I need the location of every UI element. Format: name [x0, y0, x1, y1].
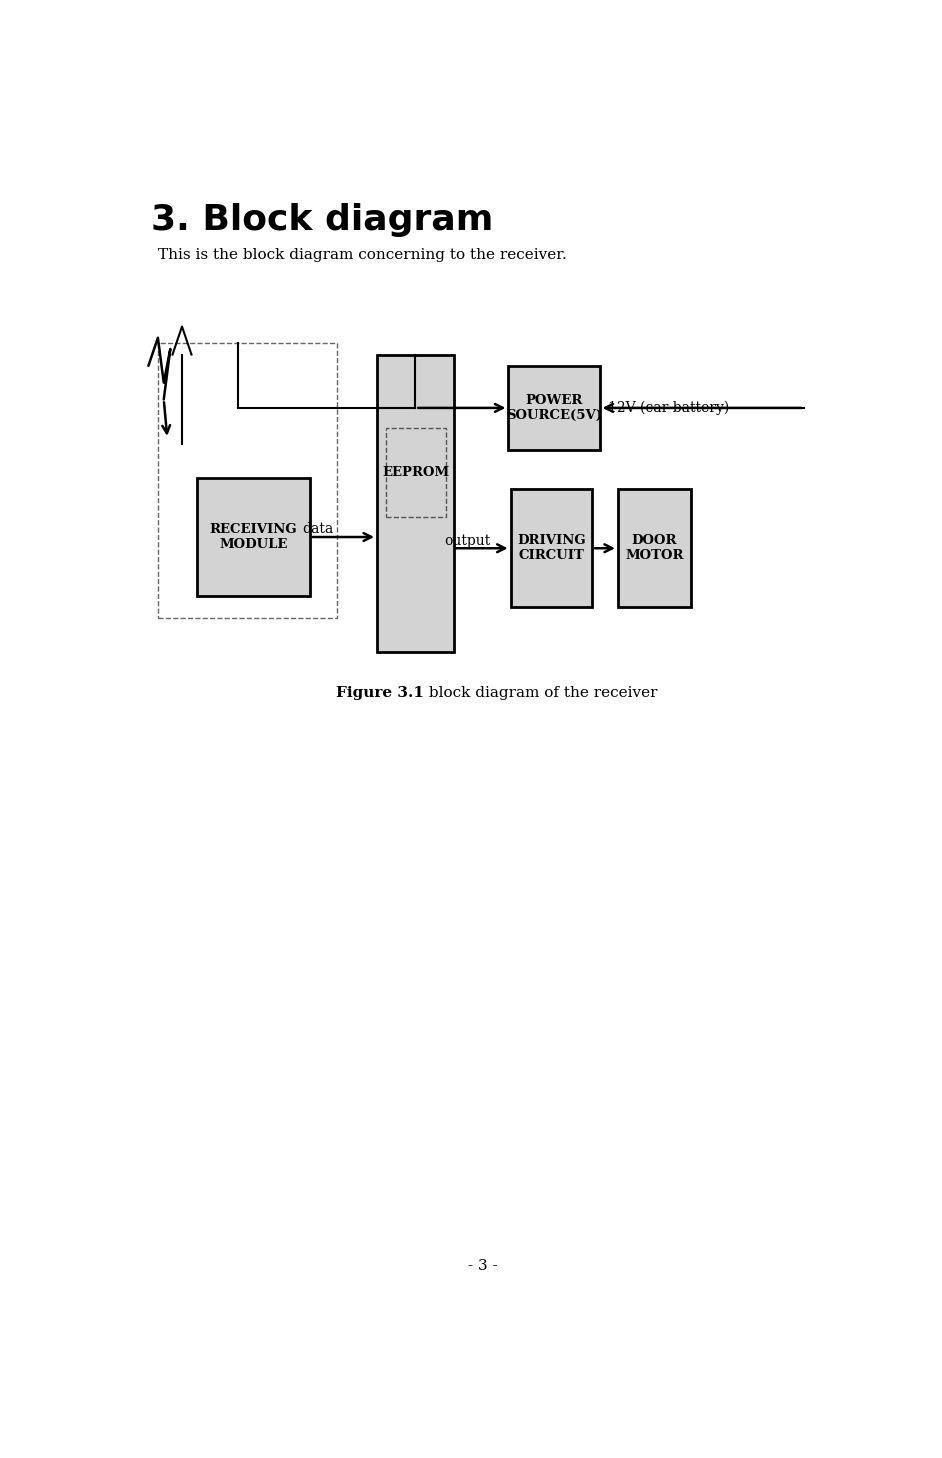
Text: - 3 -: - 3 - — [468, 1258, 497, 1273]
Text: 12V (car battery): 12V (car battery) — [609, 399, 730, 414]
Bar — [197, 478, 310, 596]
Text: output: output — [444, 534, 490, 548]
Text: data: data — [301, 522, 333, 537]
Bar — [385, 427, 446, 518]
Text: block diagram of the receiver: block diagram of the receiver — [424, 685, 658, 700]
Text: EEPROM: EEPROM — [382, 467, 449, 480]
Text: DRIVING
CIRCUIT: DRIVING CIRCUIT — [517, 534, 586, 563]
Bar — [377, 354, 454, 652]
Bar — [618, 490, 690, 607]
Bar — [511, 490, 593, 607]
Text: RECEIVING
MODULE: RECEIVING MODULE — [209, 523, 297, 551]
Bar — [509, 366, 600, 451]
Bar — [158, 344, 337, 618]
Text: POWER
SOURCE(5V): POWER SOURCE(5V) — [506, 394, 602, 421]
Text: DOOR
MOTOR: DOOR MOTOR — [625, 534, 684, 563]
Text: 3. Block diagram: 3. Block diagram — [151, 203, 493, 238]
Text: This is the block diagram concerning to the receiver.: This is the block diagram concerning to … — [158, 248, 567, 262]
Text: Figure 3.1: Figure 3.1 — [336, 685, 424, 700]
